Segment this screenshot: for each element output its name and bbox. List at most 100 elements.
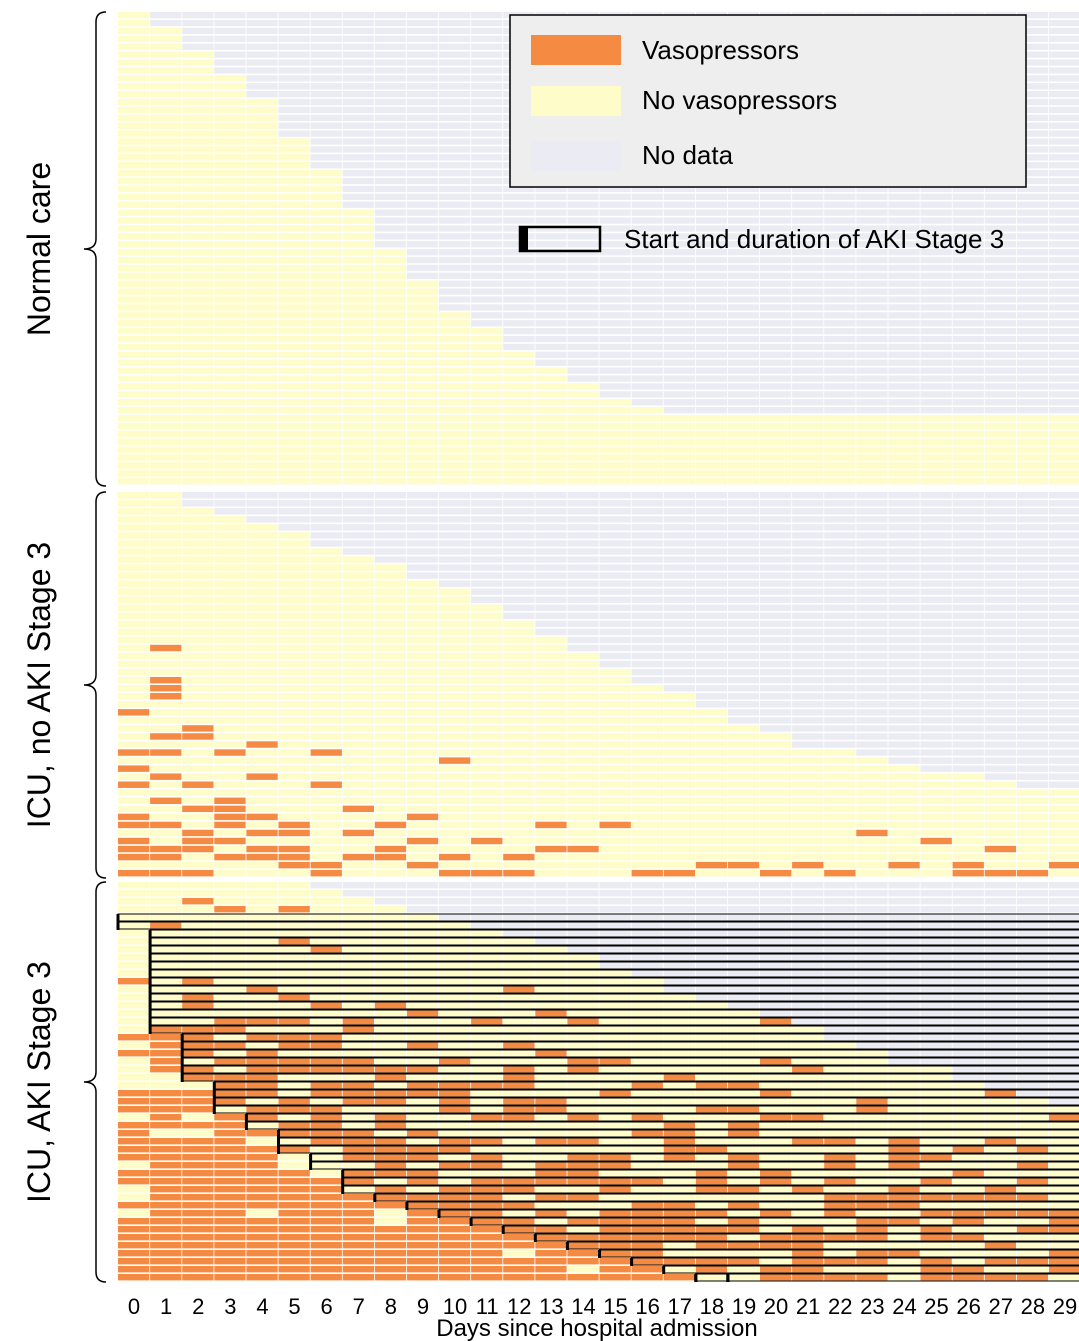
- cell-vaso: [952, 1274, 984, 1281]
- cell-nodata: [920, 256, 952, 264]
- cell-nodata: [278, 130, 310, 137]
- cell-nodata: [1048, 660, 1079, 668]
- cell-novaso: [278, 1010, 310, 1017]
- cell-vaso: [150, 1090, 182, 1097]
- cell-nodata: [888, 612, 920, 620]
- cell-nodata: [984, 588, 1016, 595]
- cell-nodata: [503, 540, 535, 547]
- cell-novaso: [278, 296, 310, 303]
- cell-novaso: [246, 359, 278, 366]
- cell-nodata: [856, 986, 888, 993]
- cell-nodata: [374, 508, 407, 515]
- cell-novaso: [278, 1138, 310, 1145]
- cell-novaso: [984, 478, 1016, 485]
- cell-nodata: [503, 556, 535, 563]
- x-tick-label: 1: [160, 1294, 172, 1319]
- cell-nodata: [503, 328, 535, 335]
- x-tick-labels: 0 1 2 3 4 5 6 7 8 9 10 11 12 13 14 15 16 17 18 19 20 21 22 23 24…: [128, 1294, 1077, 1319]
- cell-vaso: [374, 1002, 407, 1009]
- cell-novaso: [150, 946, 182, 953]
- cell-nodata: [503, 922, 535, 929]
- cell-novaso: [503, 438, 535, 445]
- cell-nodata: [888, 383, 920, 390]
- cell-novaso: [567, 391, 599, 398]
- cell-novaso: [824, 470, 856, 477]
- cell-novaso: [439, 970, 471, 977]
- cell-nodata: [695, 391, 728, 398]
- cell-novaso: [920, 869, 952, 877]
- cell-nodata: [1048, 741, 1079, 748]
- cell-nodata: [535, 572, 567, 579]
- cell-nodata: [214, 43, 246, 50]
- cell-nodata: [888, 572, 920, 579]
- cell-novaso: [695, 845, 728, 853]
- cell-nodata: [792, 612, 824, 620]
- cell-novaso: [246, 596, 278, 603]
- cell-vaso: [310, 1058, 342, 1065]
- cell-nodata: [952, 890, 984, 897]
- cell-vaso: [824, 1274, 856, 1281]
- cell-vaso: [631, 1130, 663, 1137]
- cell-novaso: [760, 789, 792, 796]
- cell-novaso: [824, 829, 856, 837]
- cell-nodata: [406, 138, 439, 145]
- cell-vaso: [278, 1066, 310, 1073]
- cell-novaso: [888, 829, 920, 837]
- cell-novaso: [663, 789, 695, 796]
- cell-novaso: [278, 548, 310, 555]
- cell-novaso: [246, 580, 278, 587]
- cell-novaso: [631, 725, 663, 732]
- cell-vaso: [1016, 1162, 1049, 1169]
- cell-novaso: [952, 789, 984, 796]
- cell-novaso: [278, 312, 310, 319]
- cell-novaso: [760, 1250, 792, 1257]
- cell-novaso: [727, 1090, 760, 1097]
- cell-novaso: [567, 693, 599, 700]
- cell-vaso: [663, 1274, 695, 1281]
- cell-novaso: [599, 978, 631, 985]
- cell-novaso: [278, 749, 310, 756]
- cell-novaso: [342, 1186, 374, 1193]
- cell-nodata: [1016, 43, 1049, 50]
- cell-novaso: [406, 954, 439, 961]
- cell-novaso: [182, 106, 214, 114]
- aki-start-marker: [180, 1042, 184, 1050]
- cell-vaso: [246, 1154, 278, 1161]
- cell-novaso: [695, 789, 728, 796]
- cell-nodata: [663, 492, 695, 499]
- cell-novaso: [663, 813, 695, 821]
- cell-nodata: [888, 620, 920, 628]
- cell-novaso: [695, 797, 728, 805]
- cell-novaso: [535, 709, 567, 716]
- cell-novaso: [952, 845, 984, 853]
- cell-novaso: [599, 757, 631, 764]
- cell-novaso: [406, 280, 439, 287]
- cell-nodata: [952, 201, 984, 208]
- cell-nodata: [888, 233, 920, 240]
- cell-vaso: [310, 1066, 342, 1073]
- cell-novaso: [374, 1218, 407, 1225]
- cell-novaso: [342, 709, 374, 716]
- cell-nodata: [1016, 540, 1049, 547]
- cell-novaso: [310, 789, 342, 796]
- cell-nodata: [535, 241, 567, 248]
- cell-nodata: [856, 1034, 888, 1041]
- cell-vaso: [214, 1042, 246, 1049]
- cell-nodata: [214, 35, 246, 42]
- cell-vaso: [118, 1226, 150, 1233]
- cell-vaso: [182, 1242, 214, 1249]
- cell-vaso: [471, 1018, 503, 1025]
- cell-nodata: [503, 604, 535, 612]
- cell-novaso: [535, 789, 567, 796]
- cell-nodata: [824, 375, 856, 382]
- cell-novaso: [760, 422, 792, 430]
- cell-novaso: [471, 636, 503, 644]
- cell-nodata: [984, 1018, 1016, 1025]
- cell-novaso: [406, 946, 439, 953]
- cell-nodata: [599, 193, 631, 200]
- cell-novaso: [631, 1194, 663, 1201]
- cell-nodata: [439, 898, 471, 905]
- cell-nodata: [856, 604, 888, 612]
- cell-vaso: [310, 1234, 342, 1241]
- cell-nodata: [856, 524, 888, 531]
